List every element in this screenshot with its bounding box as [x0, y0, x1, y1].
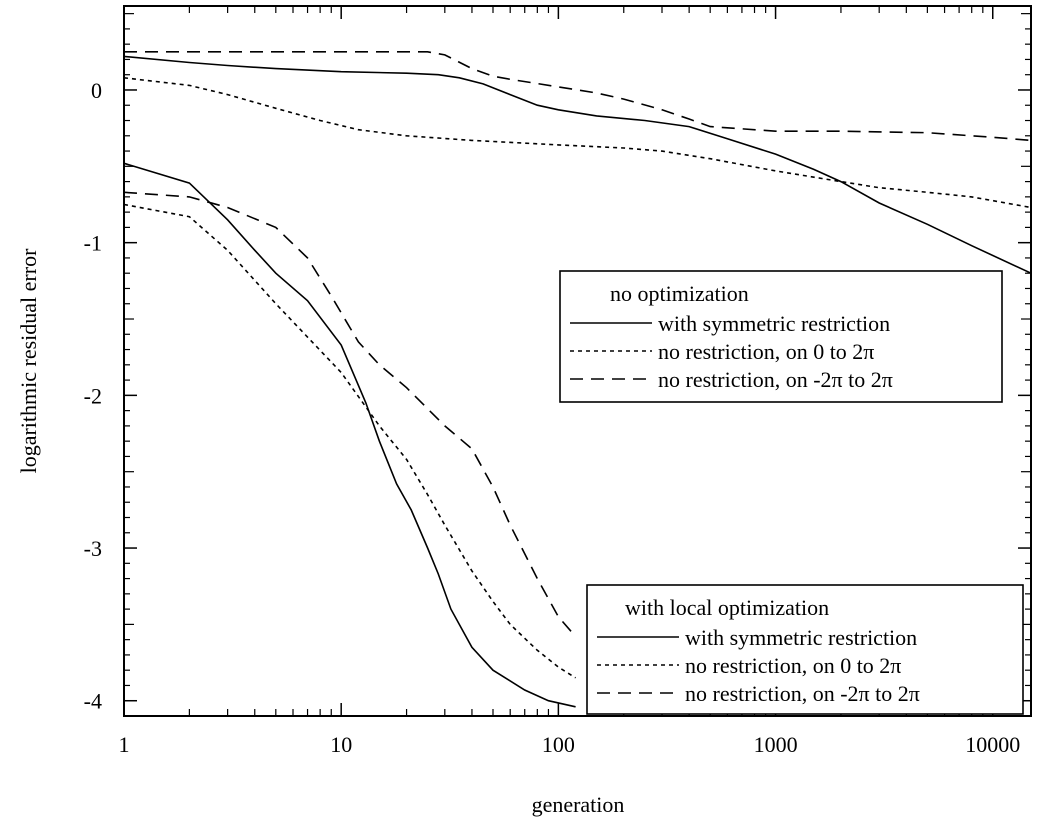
- x-tick-label: 1: [119, 732, 130, 757]
- series-line-no-opt-dashed: [124, 50, 1032, 142]
- y-tick-label: -2: [84, 383, 102, 408]
- legends: no optimization with symmetric restrictio…: [559, 270, 1024, 715]
- series-line-local-dotted: [123, 203, 577, 679]
- x-tick-label: 100: [542, 732, 575, 757]
- x-tick-label: 10: [330, 732, 352, 757]
- legend-upper: no optimization with symmetric restrictio…: [559, 270, 1003, 403]
- series-line-no-opt-dotted: [123, 77, 1032, 209]
- y-tick-label: 0: [91, 78, 102, 103]
- series-line-local-solid: [123, 162, 576, 708]
- plot-frame: [123, 5, 1032, 717]
- x-tick-label: 10000: [965, 732, 1020, 757]
- legend-label: no restriction, on 0 to 2π: [685, 653, 901, 678]
- legend-label: no restriction, on -2π to 2π: [658, 367, 893, 392]
- y-axis-title: logarithmic residual error: [16, 248, 41, 473]
- legend-label: no restriction, on 0 to 2π: [658, 339, 874, 364]
- legend-box: [586, 584, 1024, 715]
- legend-box: [559, 270, 1003, 403]
- y-tick-label: -1: [84, 231, 102, 256]
- series-line-no-opt-solid: [123, 55, 1032, 274]
- x-tick-label: 1000: [754, 732, 798, 757]
- x-axis-title: generation: [532, 792, 625, 817]
- series-line-local-dashed: [123, 191, 577, 638]
- y-tick-label: -4: [84, 689, 102, 714]
- y-tick-label: -3: [84, 536, 102, 561]
- legend-title: with local optimization: [625, 595, 829, 620]
- legend-label: no restriction, on -2π to 2π: [685, 681, 920, 706]
- legend-label: with symmetric restriction: [685, 625, 917, 650]
- legend-label: with symmetric restriction: [658, 311, 890, 336]
- legend-title: no optimization: [610, 281, 749, 306]
- legend-lower: with local optimization with symmetric re…: [586, 584, 1024, 715]
- series-layer: [123, 50, 1032, 708]
